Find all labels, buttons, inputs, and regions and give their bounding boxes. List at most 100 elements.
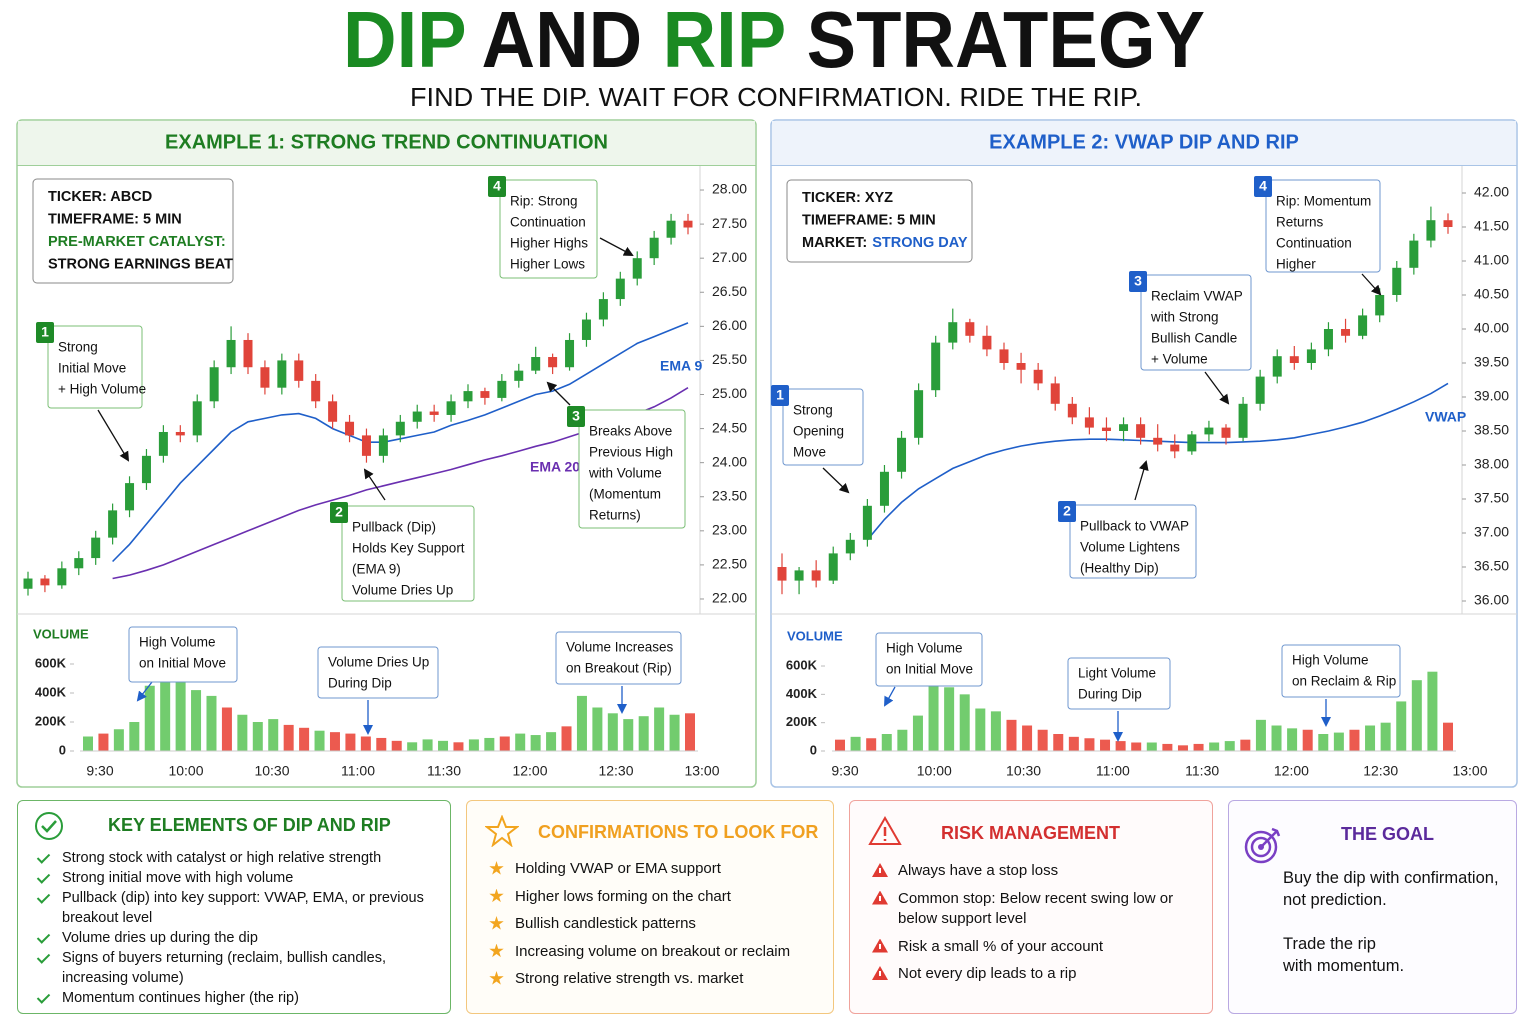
volume-bar [530,735,541,751]
annotation-text: with Volume [588,466,662,481]
annotation-text: High Volume [1292,653,1369,668]
y-tick-label: 22.00 [712,590,747,606]
y-tick-label: 22.50 [712,556,747,572]
candle-body [1170,444,1180,452]
candle-body [243,339,253,368]
annotation-text: (Healthy Dip) [1080,561,1159,576]
volume-bar [654,707,665,751]
volume-bar [407,742,418,751]
volume-bar [1193,743,1204,751]
volume-bar [160,666,171,751]
title-word: AND [482,0,643,84]
panel-title: RISK MANAGEMENT [941,823,1120,843]
volume-tick-label: 0 [810,742,817,757]
annotation-arrow [599,237,634,256]
candle-body [598,299,608,320]
annotation-text: Light Volume [1078,666,1156,681]
list-item: Risk a small % of your account [870,937,1200,958]
volume-tick-label: 200K [786,714,818,729]
candle-body [23,578,33,589]
volume-label: VOLUME [33,626,89,641]
key-elements-panel: KEY ELEMENTS OF DIP AND RIP Strong stock… [17,800,451,1014]
volume-bar [685,713,695,751]
y-tick-label: 26.50 [712,283,747,299]
volume-bar [283,724,294,751]
annotation-number: 4 [1259,178,1267,194]
volume-bar [1022,725,1033,751]
annotation-text: Strong [793,403,833,418]
x-tick-label: 10:30 [254,763,289,779]
candle-body [412,411,422,422]
annotation-text: Rip: Momentum [1276,194,1371,209]
info-line: PRE-MARKET CATALYST: [48,234,226,250]
panel-title: CONFIRMATIONS TO LOOK FOR [538,822,819,842]
y-tick-label: 41.00 [1474,252,1509,268]
info-text: TICKER: XYZ [802,190,893,206]
annotation-text: Move [793,445,826,460]
volume-bar [576,695,587,751]
x-tick-label: 12:30 [1363,763,1398,779]
annotation-arrow [1134,460,1149,501]
annotation-text: (EMA 9) [352,562,401,577]
candle-body [1289,356,1299,363]
info-text: STRONG EARNINGS BEAT [48,256,233,272]
panel-title: EXAMPLE 1: STRONG TREND CONTINUATION [165,131,608,153]
volume-bar [1318,734,1329,751]
candle-body [649,237,659,259]
candle-body [982,335,992,350]
annotation-arrow [884,686,896,707]
list-item: Strong stock with catalyst or high relat… [34,848,434,868]
indicator-label: EMA 20 [530,459,580,475]
candle-body [463,391,473,402]
volume-bar [1146,742,1157,751]
y-tick-label: 36.00 [1474,592,1509,608]
candle-body [1238,403,1248,438]
annotation-box [875,632,983,687]
item-list: Always have a stop loss Common stop: Belo… [870,861,1200,992]
candle-body [294,360,304,381]
annotation-badge [1129,271,1147,292]
volume-bar [314,730,325,751]
info-box [32,178,234,284]
confirmations-panel: CONFIRMATIONS TO LOOK FOR Holding VWAP o… [466,800,834,1014]
volume-bar [835,739,845,751]
volume-bar [607,713,618,751]
annotation-box [578,409,686,529]
candle-body [1306,349,1316,363]
annotation-badge [1058,501,1076,522]
x-tick-label: 12:00 [512,763,547,779]
list-item: Higher lows forming on the chart [487,887,827,908]
candle-body [845,539,855,554]
x-tick-label: 10:00 [168,763,203,779]
info-text: TIMEFRAME: 5 MIN [48,211,182,227]
risk-panel: RISK MANAGEMENT Always have a stop loss C… [849,800,1213,1014]
y-tick-label: 27.50 [712,215,747,231]
volume-bar [1177,745,1188,751]
volume-bar [990,711,1001,751]
annotation-number: 4 [493,178,501,194]
candle-body [1119,424,1129,431]
list-item: Not every dip leads to a rip [870,964,1200,985]
volume-bar [1287,728,1298,751]
annotation-text: Holds Key Support [352,541,465,556]
candle-body [395,421,405,436]
volume-bar [866,738,877,751]
goal-text: Buy the dip with confirmation, not predic… [1283,867,1513,999]
list-item: Signs of buyers returning (reclaim, bull… [34,948,434,988]
candle-body [632,258,642,279]
annotation-text: on Reclaim & Rip [1292,674,1396,689]
annotation-number: 3 [572,408,580,424]
annotation-text: Rip: Strong [510,194,578,209]
candle-body [158,431,168,456]
candle-body [1187,434,1197,452]
volume-bar [1396,701,1407,751]
candle-body [999,349,1009,363]
candle-body [914,390,924,438]
candle-body [1136,424,1146,438]
volume-bar [1333,732,1344,751]
page-subtitle: FIND THE DIP. WAIT FOR CONFIRMATION. RID… [410,82,1142,112]
y-tick-label: 25.50 [712,351,747,367]
list-item: Holding VWAP or EMA support [487,859,827,880]
x-tick-label: 11:00 [341,763,375,779]
